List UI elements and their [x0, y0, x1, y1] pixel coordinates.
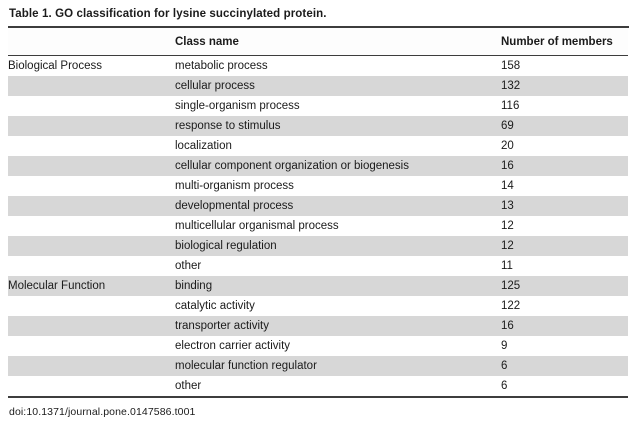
cell-group: Molecular Function — [8, 280, 106, 292]
cell-class-name: developmental process — [175, 200, 294, 212]
table-title: Table 1. GO classification for lysine su… — [8, 5, 629, 28]
cell-members: 6 — [501, 380, 508, 392]
table-row: transporter activity 16 — [8, 316, 628, 336]
table-row: molecular function regulator 6 — [8, 356, 628, 376]
cell-group — [8, 196, 175, 216]
cell-group — [8, 296, 175, 316]
cell-class-name: multi-organism process — [175, 180, 294, 192]
cell-group — [8, 316, 175, 336]
header-class-name: Class name — [175, 28, 501, 56]
table-row: biological regulation 12 — [8, 236, 628, 256]
cell-class-name: electron carrier activity — [175, 340, 291, 352]
cell-members: 125 — [501, 280, 521, 292]
table-row: electron carrier activity 9 — [8, 336, 628, 356]
doi-text: doi:10.1371/journal.pone.0147586.t001 — [9, 406, 196, 418]
header-group-column — [8, 28, 175, 56]
cell-class-name: multicellular organismal process — [175, 220, 339, 232]
cell-class-name: localization — [175, 140, 232, 152]
cell-group — [8, 336, 175, 356]
cell-members: 69 — [501, 120, 514, 132]
cell-members: 122 — [501, 300, 521, 312]
table-row: cellular process 132 — [8, 76, 628, 96]
table-row: multicellular organismal process 12 — [8, 216, 628, 236]
cell-class-name: transporter activity — [175, 320, 269, 332]
cell-class-name: metabolic process — [175, 60, 268, 72]
table-row: response to stimulus 69 — [8, 116, 628, 136]
cell-members: 13 — [501, 200, 514, 212]
cell-group — [8, 96, 175, 116]
cell-group — [8, 256, 175, 276]
cell-members: 12 — [501, 220, 514, 232]
cell-members: 11 — [501, 260, 513, 272]
go-classification-table: Class name Number of members Biological … — [8, 28, 628, 398]
cell-members: 16 — [501, 320, 514, 332]
table-row: single-organism process 116 — [8, 96, 628, 116]
cell-class-name: single-organism process — [175, 100, 300, 112]
header-row: Class name Number of members — [8, 28, 628, 56]
table-body: Biological Process metabolic process 158 ce… — [8, 56, 628, 397]
cell-members: 132 — [501, 80, 521, 92]
header-number-of-members: Number of members — [501, 28, 628, 56]
table-row: catalytic activity 122 — [8, 296, 628, 316]
table-row: developmental process 13 — [8, 196, 628, 216]
cell-class-name: catalytic activity — [175, 300, 255, 312]
cell-members: 16 — [501, 160, 514, 172]
table-row: localization 20 — [8, 136, 628, 156]
cell-members: 158 — [501, 60, 521, 72]
cell-class-name: molecular function regulator — [175, 360, 317, 372]
table-row: Biological Process metabolic process 158 — [8, 56, 628, 77]
cell-class-name: other — [175, 380, 202, 392]
cell-group — [8, 136, 175, 156]
table-row: cellular component organization or bioge… — [8, 156, 628, 176]
cell-class-name: biological regulation — [175, 240, 277, 252]
table-row: other 11 — [8, 256, 628, 276]
cell-group — [8, 216, 175, 236]
cell-group — [8, 156, 175, 176]
cell-members: 9 — [501, 340, 508, 352]
cell-class-name: other — [175, 260, 202, 272]
table-row: other 6 — [8, 376, 628, 397]
cell-class-name: cellular component organization or bioge… — [175, 160, 409, 172]
cell-members: 116 — [501, 100, 520, 112]
cell-group: Biological Process — [8, 60, 102, 72]
table-row: Molecular Function binding 125 — [8, 276, 628, 296]
cell-members: 20 — [501, 140, 514, 152]
cell-group — [8, 176, 175, 196]
cell-group — [8, 376, 175, 397]
cell-members: 6 — [501, 360, 508, 372]
cell-members: 12 — [501, 240, 514, 252]
cell-members: 14 — [501, 180, 514, 192]
cell-class-name: binding — [175, 280, 213, 292]
cell-group — [8, 76, 175, 96]
cell-class-name: cellular process — [175, 80, 255, 92]
cell-group — [8, 116, 175, 136]
cell-group — [8, 236, 175, 256]
cell-class-name: response to stimulus — [175, 120, 281, 132]
table-row: multi-organism process 14 — [8, 176, 628, 196]
cell-group — [8, 356, 175, 376]
